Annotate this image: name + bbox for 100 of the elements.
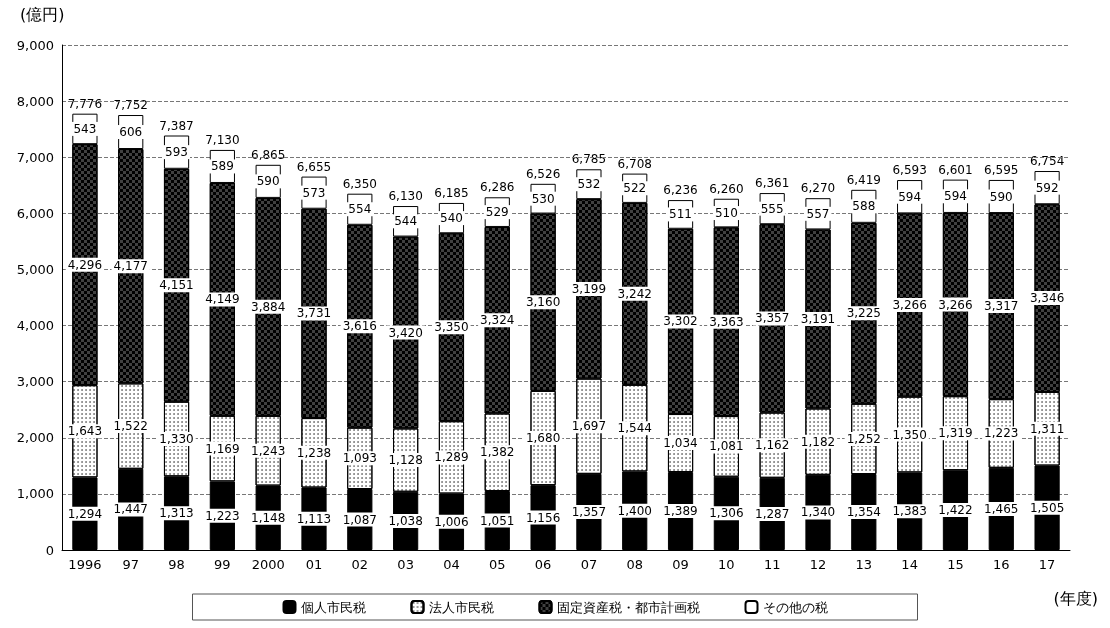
data-label: 3,191 [800, 311, 836, 326]
data-label: 1,238 [296, 445, 332, 460]
y-tick-label: 3,000 [16, 374, 54, 390]
x-tick-label: 05 [489, 557, 506, 572]
data-label: 3,363 [709, 314, 744, 329]
total-label: 6,708 [617, 156, 652, 171]
x-tick-label: 08 [626, 557, 643, 572]
data-label: 3,317 [984, 299, 1019, 314]
data-label: 1,252 [846, 431, 881, 446]
data-label: 3,357 [755, 311, 790, 326]
x-tick-label: 09 [672, 557, 689, 572]
data-label: 1,311 [1029, 421, 1065, 436]
data-label: 532 [577, 177, 601, 192]
data-label: 544 [394, 214, 418, 229]
x-tick-label: 10 [718, 557, 735, 572]
total-label: 7,752 [113, 98, 148, 113]
data-label: 1,093 [342, 451, 377, 466]
data-label: 1,697 [571, 419, 607, 434]
data-label: 4,296 [67, 257, 103, 272]
data-label: 1,182 [800, 434, 836, 449]
total-label: 7,387 [159, 118, 194, 133]
data-label: 1,522 [113, 419, 148, 434]
data-label: 1,400 [617, 503, 652, 518]
data-label: 1,330 [159, 432, 194, 447]
x-tick-label: 16 [993, 557, 1010, 572]
data-label: 1,051 [480, 513, 515, 528]
data-label: 4,151 [159, 278, 194, 293]
x-tick-label: 11 [763, 557, 781, 572]
total-label: 7,130 [205, 132, 240, 147]
y-tick-label: 5,000 [16, 261, 54, 277]
x-tick-label: 12 [809, 557, 827, 572]
data-label: 594 [944, 189, 967, 204]
data-label: 1,505 [1029, 500, 1065, 515]
data-label: 1,382 [480, 445, 515, 460]
total-label: 6,655 [296, 159, 332, 174]
data-label: 511 [669, 207, 692, 222]
data-label: 530 [531, 191, 555, 206]
data-label: 3,266 [938, 297, 973, 312]
data-label: 529 [485, 205, 509, 220]
data-label: 1,169 [205, 441, 240, 456]
x-tick-label: 02 [351, 557, 369, 572]
total-label: 6,593 [892, 163, 927, 178]
total-label: 6,286 [480, 180, 515, 195]
x-tick-label: 17 [1038, 557, 1056, 572]
total-label: 7,776 [67, 96, 103, 111]
data-label: 594 [898, 189, 922, 204]
data-label: 1,081 [709, 439, 744, 454]
data-label: 1,350 [892, 427, 927, 442]
x-tick-label: 07 [580, 557, 598, 572]
data-label: 555 [760, 201, 784, 216]
x-tick-label: 1996 [68, 557, 102, 572]
y-tick-label: 8,000 [16, 93, 54, 109]
data-label: 592 [1035, 180, 1059, 195]
data-label: 1,223 [205, 508, 240, 523]
data-label: 1,038 [388, 513, 423, 528]
data-label: 590 [989, 189, 1013, 204]
legend-label: 固定資産税・都市計画税 [556, 599, 700, 615]
data-label: 4,177 [113, 259, 148, 274]
x-tick-label: 13 [855, 557, 873, 572]
data-label: 1,006 [434, 514, 469, 529]
data-label: 3,199 [571, 281, 607, 296]
data-label: 1,319 [938, 426, 973, 441]
legend-label: その他の税 [762, 599, 828, 615]
data-label: 3,346 [1029, 291, 1065, 306]
data-label: 3,225 [846, 306, 881, 321]
total-label: 6,754 [1029, 154, 1065, 169]
data-label: 3,884 [251, 299, 286, 314]
data-label: 4,149 [205, 292, 240, 307]
x-tick-label: 03 [397, 557, 414, 572]
data-label: 3,731 [296, 306, 332, 321]
data-label: 543 [73, 121, 97, 136]
y-tick-label: 0 [45, 542, 54, 558]
data-label: 1,294 [67, 506, 103, 521]
data-label: 606 [119, 125, 143, 140]
data-label: 1,340 [800, 505, 836, 520]
total-label: 6,526 [525, 166, 561, 181]
data-label: 590 [256, 174, 280, 189]
data-label: 1,306 [709, 506, 744, 521]
data-label: 589 [210, 159, 234, 174]
data-label: 1,128 [388, 453, 423, 468]
legend-label: 個人市民税 [300, 599, 366, 615]
data-label: 593 [165, 145, 188, 160]
data-label: 1,680 [525, 431, 561, 445]
x-tick-label: 98 [168, 557, 185, 572]
data-label: 510 [714, 206, 738, 221]
legend-label: 法人市民税 [428, 599, 494, 615]
data-label: 1,422 [938, 503, 973, 518]
data-label: 1,162 [755, 438, 790, 453]
data-label: 1,289 [434, 450, 469, 465]
x-tick-label: 01 [305, 557, 323, 572]
x-tick-label: 15 [947, 557, 964, 572]
data-label: 1,223 [984, 426, 1019, 441]
total-label: 6,260 [709, 181, 744, 196]
data-label: 557 [806, 206, 830, 221]
y-tick-label: 2,000 [16, 430, 54, 446]
data-label: 1,447 [113, 502, 148, 517]
data-label: 1,034 [663, 436, 698, 451]
data-label: 522 [623, 181, 647, 196]
data-label: 3,616 [342, 319, 377, 334]
x-tick-label: 99 [214, 557, 231, 572]
